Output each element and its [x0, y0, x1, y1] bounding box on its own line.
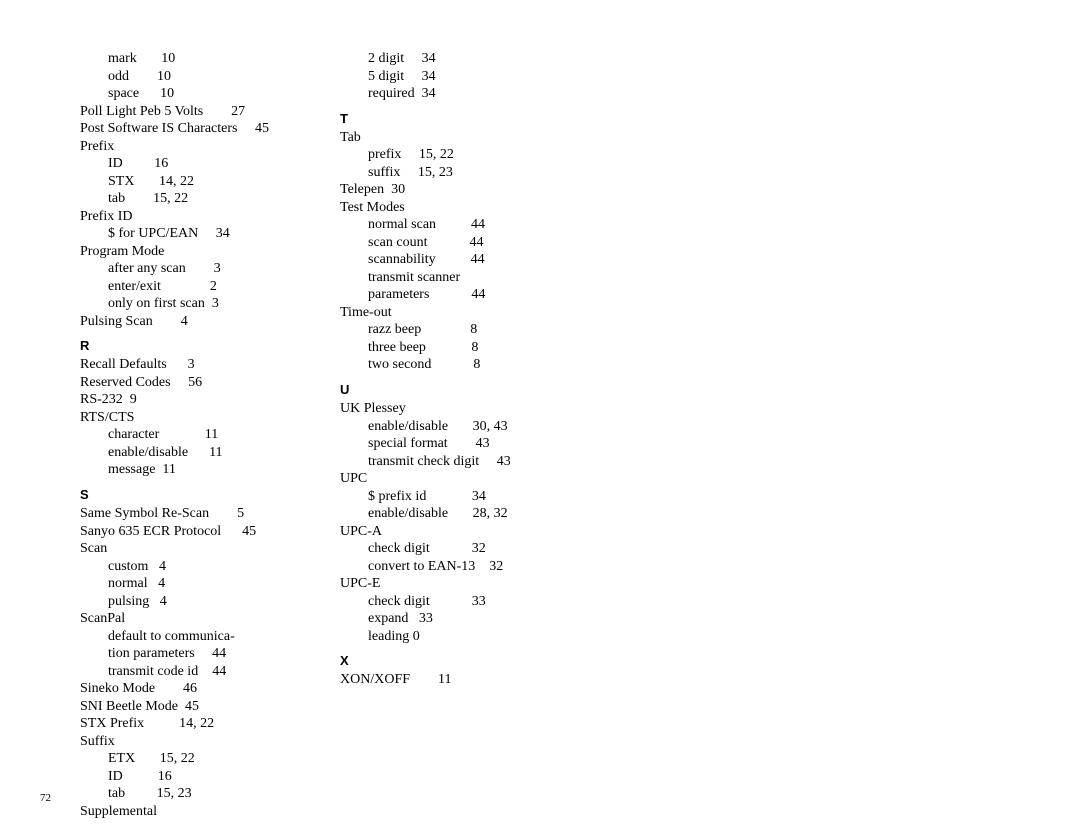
index-entry: pulsing 4: [80, 593, 300, 611]
index-entry: Program Mode: [80, 243, 300, 261]
index-entry: enable/disable 28, 32: [340, 505, 560, 523]
index-entry: 2 digit 34: [340, 50, 560, 68]
index-entry: ID 16: [80, 768, 300, 786]
index-entry: space 10: [80, 85, 300, 103]
index-entry: check digit 33: [340, 593, 560, 611]
index-entry: STX Prefix 14, 22: [80, 715, 300, 733]
index-entry: enable/disable 30, 43: [340, 418, 560, 436]
index-entry: normal scan 44: [340, 216, 560, 234]
index-column-1: mark 10 odd 10 space 10Poll Light Peb 5 …: [80, 50, 300, 820]
index-entry: Test Modes: [340, 199, 560, 217]
index-entry: ScanPal: [80, 610, 300, 628]
index-entry: Recall Defaults 3: [80, 356, 300, 374]
index-entry: RTS/CTS: [80, 409, 300, 427]
index-entry: UPC: [340, 470, 560, 488]
index-entry: Sineko Mode 46: [80, 680, 300, 698]
index-entry: XON/XOFF 11: [340, 671, 560, 689]
index-entry: Sanyo 635 ECR Protocol 45: [80, 523, 300, 541]
index-entry: $ prefix id 34: [340, 488, 560, 506]
index-entry: Pulsing Scan 4: [80, 313, 300, 331]
index-entry: only on first scan 3: [80, 295, 300, 313]
index-entry: enable/disable 11: [80, 444, 300, 462]
index-entry: Tab: [340, 129, 560, 147]
index-entry: Post Software IS Characters 45: [80, 120, 300, 138]
index-entry: default to communica-: [80, 628, 300, 646]
index-entry: Telepen 30: [340, 181, 560, 199]
index-heading: U: [340, 382, 560, 398]
index-entry: Scan: [80, 540, 300, 558]
index-entry: scan count 44: [340, 234, 560, 252]
index-entry: enter/exit 2: [80, 278, 300, 296]
index-entry: Poll Light Peb 5 Volts 27: [80, 103, 300, 121]
index-entry: UPC-A: [340, 523, 560, 541]
index-entry: leading 0: [340, 628, 560, 646]
index-entry: two second 8: [340, 356, 560, 374]
index-entry: STX 14, 22: [80, 173, 300, 191]
index-entry: Reserved Codes 56: [80, 374, 300, 392]
index-entry: parameters 44: [340, 286, 560, 304]
index-page: mark 10 odd 10 space 10Poll Light Peb 5 …: [0, 0, 1080, 820]
index-entry: UPC-E: [340, 575, 560, 593]
index-entry: tab 15, 23: [80, 785, 300, 803]
index-entry: odd 10: [80, 68, 300, 86]
index-entry: transmit code id 44: [80, 663, 300, 681]
index-entry: check digit 32: [340, 540, 560, 558]
index-entry: ID 16: [80, 155, 300, 173]
index-entry: 5 digit 34: [340, 68, 560, 86]
index-entry: required 34: [340, 85, 560, 103]
index-heading: T: [340, 111, 560, 127]
index-column-2: 2 digit 34 5 digit 34 required 34 T Tab pr…: [340, 50, 560, 820]
index-entry: Supplemental: [80, 803, 300, 821]
index-entry: expand 33: [340, 610, 560, 628]
page-number: 72: [40, 792, 51, 806]
index-entry: tab 15, 22: [80, 190, 300, 208]
index-entry: after any scan 3: [80, 260, 300, 278]
index-entry: ETX 15, 22: [80, 750, 300, 768]
index-entry: normal 4: [80, 575, 300, 593]
index-entry: prefix 15, 22: [340, 146, 560, 164]
index-entry: Prefix ID: [80, 208, 300, 226]
index-entry: custom 4: [80, 558, 300, 576]
index-entry: RS-232 9: [80, 391, 300, 409]
index-entry: $ for UPC/EAN 34: [80, 225, 300, 243]
index-entry: UK Plessey: [340, 400, 560, 418]
index-heading: R: [80, 338, 300, 354]
index-entry: transmit check digit 43: [340, 453, 560, 471]
index-entry: scannability 44: [340, 251, 560, 269]
index-entry: Same Symbol Re-Scan 5: [80, 505, 300, 523]
index-entry: special format 43: [340, 435, 560, 453]
index-entry: transmit scanner: [340, 269, 560, 287]
index-entry: Time-out: [340, 304, 560, 322]
index-heading: X: [340, 653, 560, 669]
index-entry: three beep 8: [340, 339, 560, 357]
index-entry: tion parameters 44: [80, 645, 300, 663]
index-entry: Suffix: [80, 733, 300, 751]
index-entry: suffix 15, 23: [340, 164, 560, 182]
index-heading: S: [80, 487, 300, 503]
index-entry: SNI Beetle Mode 45: [80, 698, 300, 716]
index-entry: razz beep 8: [340, 321, 560, 339]
index-entry: mark 10: [80, 50, 300, 68]
index-entry: convert to EAN-13 32: [340, 558, 560, 576]
index-entry: Prefix: [80, 138, 300, 156]
index-entry: character 11: [80, 426, 300, 444]
index-entry: message 11: [80, 461, 300, 479]
